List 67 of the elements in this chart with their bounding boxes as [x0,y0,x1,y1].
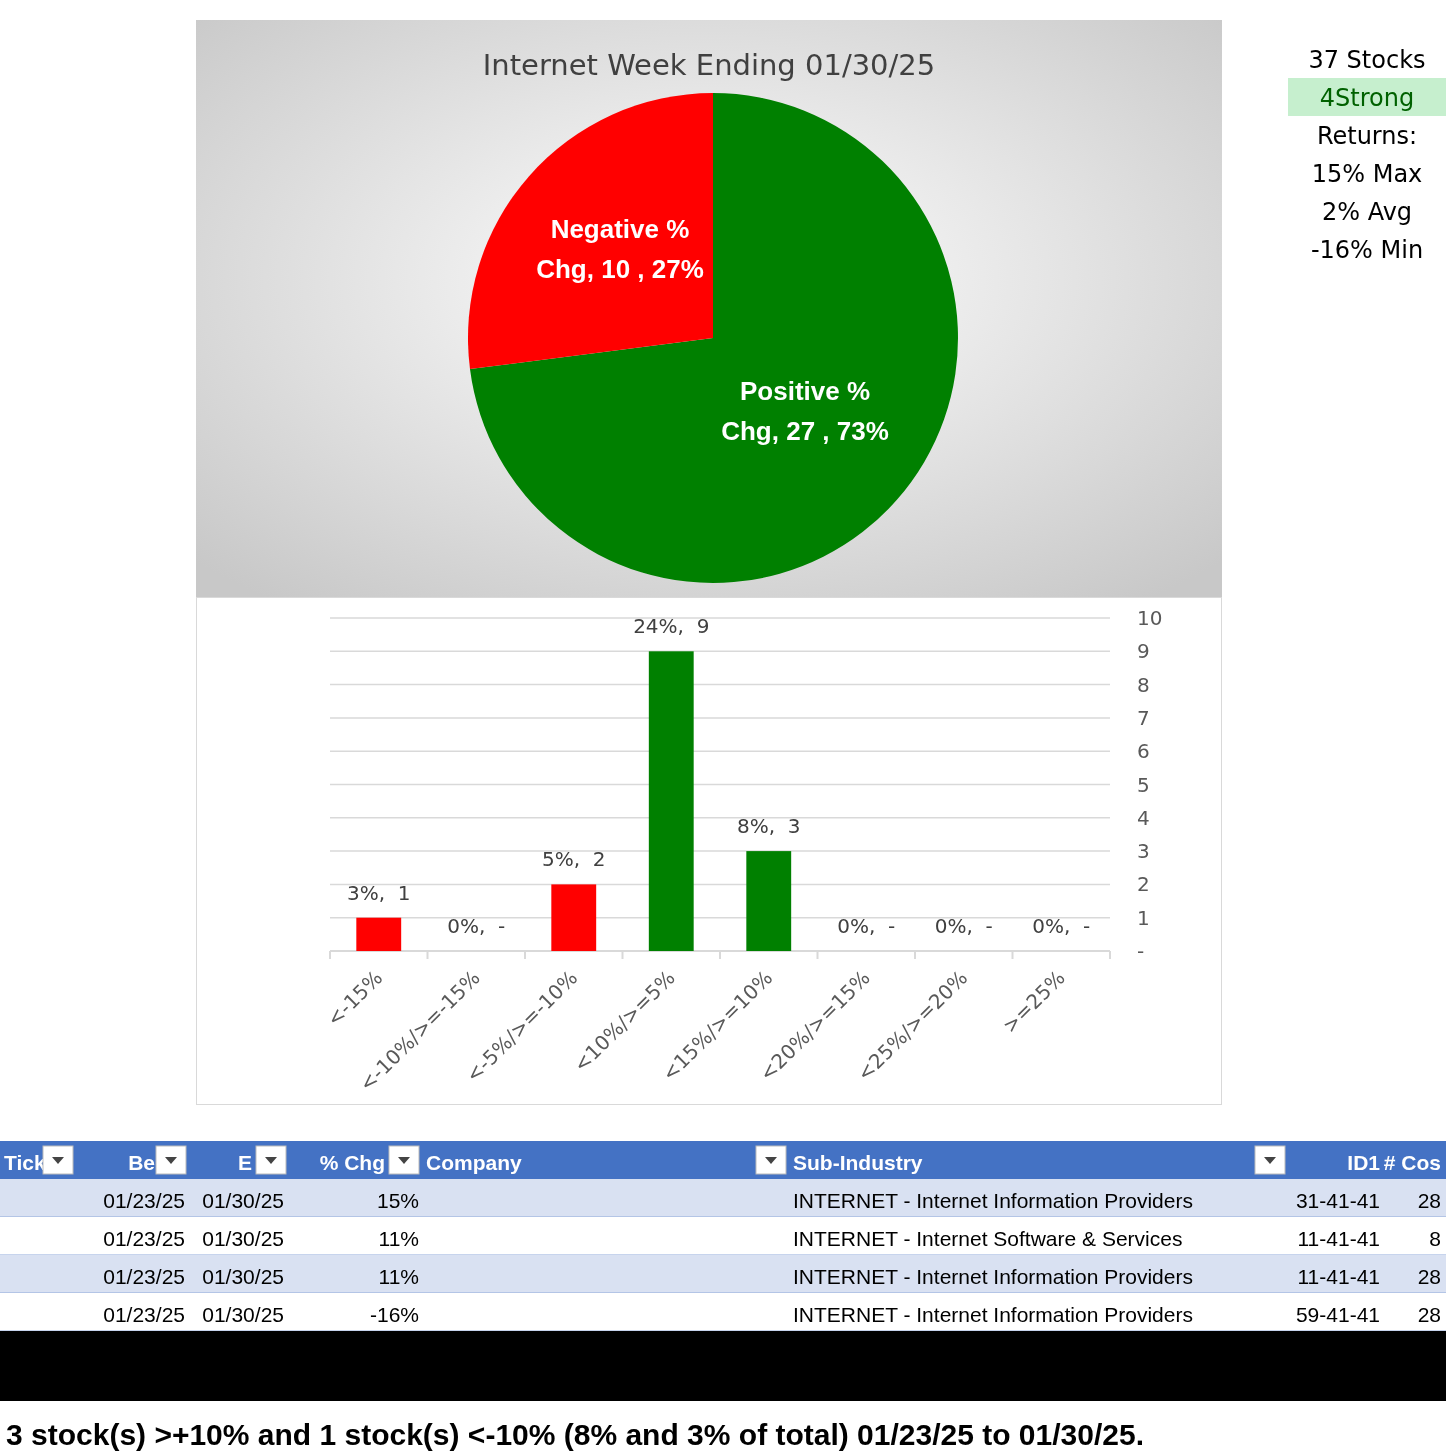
category-label: Company [426,1151,522,1174]
y-tick-label: 6 [1137,739,1150,764]
text: 11% [378,1265,419,1288]
text: 31-41-41 [1295,1189,1380,1212]
data-label: 0%, - [1032,914,1091,938]
category-label: Sub-Industry [793,1151,923,1174]
text: 4Strong [1319,84,1415,112]
text: 01/30/25 [202,1189,284,1212]
text: INTERNET - Internet Information Providers [793,1303,1193,1326]
text: 01/30/25 [202,1303,284,1326]
slice-label: Positive % Chg, 27 , 73% [721,376,889,446]
text: 28 [1417,1303,1441,1326]
text: 01/23/25 [103,1227,185,1250]
pie-slice [468,93,713,370]
text: 01/30/25 [202,1265,284,1288]
category-label: Tick [4,1151,46,1174]
y-tick-label: 5 [1137,772,1150,797]
text: Returns: [1316,122,1418,150]
text: 15% [376,1189,419,1212]
text: 01/23/25 [103,1303,185,1326]
text: 37 Stocks [1308,46,1426,74]
category-label: % Chg [319,1151,385,1174]
y-tick-label: 7 [1137,705,1150,730]
y-tick-label: 4 [1137,805,1150,830]
category-label: Be [128,1151,155,1174]
bar [648,651,694,951]
text: 2% Avg [1321,198,1413,226]
text: 8 [1429,1227,1441,1250]
y-tick-label: 1 [1137,905,1150,930]
text: 11-41-41 [1297,1227,1380,1250]
text: 3 stock(s) >+10% and 1 stock(s) <-10% (8% and 3% of total) 01/23/25 to 01/30/25. [6,1418,1144,1451]
category-label: ID1 [1347,1151,1381,1174]
chart-title: Internet Week Ending 01/30/25 [482,48,936,82]
y-tick-label: 2 [1137,872,1150,897]
text: INTERNET - Internet Information Providers [793,1265,1193,1288]
text: INTERNET - Internet Software & Services [793,1227,1183,1250]
category-label: # Cos [1383,1151,1441,1174]
text: 28 [1417,1189,1441,1212]
y-tick-label: 9 [1137,639,1150,664]
category-label: E [237,1151,252,1174]
text: INTERNET - Internet Information Providers [793,1189,1193,1212]
data-label: 8%, 3 [736,814,801,839]
bar [746,851,792,951]
text: 11% [378,1227,419,1250]
slice-label: Negative % Chg, 10 , 27% [536,214,704,284]
text: -16% Min [1310,236,1424,264]
text: 01/23/25 [103,1189,185,1212]
text: 01/23/25 [103,1265,185,1288]
y-tick-label: - [1137,939,1145,963]
data-label: 0%, - [447,914,506,938]
bar [551,884,597,951]
pie-slice [469,93,958,583]
text: 11-41-41 [1297,1265,1380,1288]
text: -16% [369,1303,419,1326]
y-tick-label: 8 [1137,672,1150,697]
text: 28 [1417,1265,1441,1288]
y-tick-label: 3 [1137,839,1150,864]
y-tick-label: 10 [1137,606,1163,630]
data-label: 24%, 9 [633,614,710,639]
text: 59-41-41 [1295,1303,1380,1326]
text: 01/30/25 [202,1227,284,1250]
data-label: 0%, - [837,914,896,938]
data-label: 0%, - [934,914,993,938]
data-label: 5%, 2 [541,847,606,872]
data-label: 3%, 1 [346,880,411,905]
text: 15% Max [1311,160,1423,188]
bar [356,917,402,951]
